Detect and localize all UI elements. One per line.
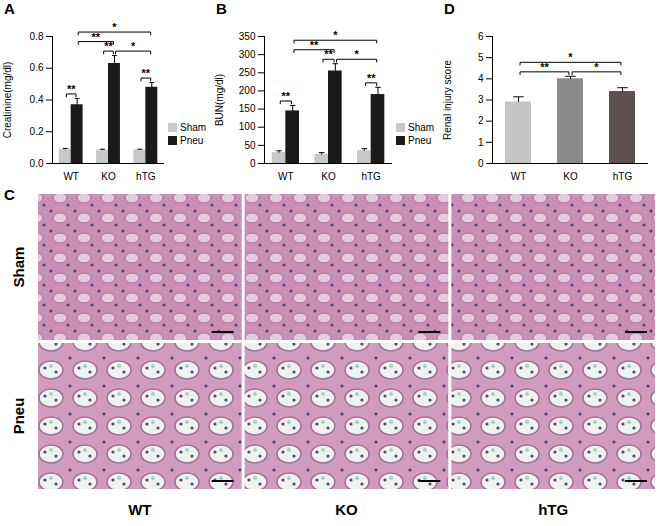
svg-text:**: ** — [104, 40, 113, 52]
svg-text:0.8: 0.8 — [30, 31, 44, 42]
html-text:Pneu: Pneu — [180, 135, 204, 146]
svg-text:Renal injury score: Renal injury score — [442, 60, 453, 140]
svg-text:250: 250 — [239, 67, 256, 78]
html-text:D: D — [444, 0, 455, 17]
svg-text:**: ** — [310, 39, 319, 51]
svg-text:Creatinine(mg/dl): Creatinine(mg/dl) — [2, 62, 13, 139]
svg-text:Sham: Sham — [10, 247, 27, 288]
svg-text:200: 200 — [239, 85, 256, 96]
svg-text:WT: WT — [278, 171, 294, 182]
svg-text:*: * — [568, 51, 573, 63]
svg-text:hTG: hTG — [613, 171, 633, 182]
svg-text:**: ** — [540, 61, 549, 73]
svg-text:*: * — [594, 61, 599, 73]
svg-text:KO: KO — [335, 501, 358, 518]
svg-text:WT: WT — [511, 171, 527, 182]
svg-text:Pneu: Pneu — [10, 398, 27, 435]
html-text:C: C — [4, 186, 15, 203]
html-text:Pneu: Pneu — [408, 135, 432, 146]
html-text:Sham: Sham — [408, 122, 435, 133]
svg-text:100: 100 — [239, 121, 256, 132]
svg-text:1: 1 — [478, 137, 484, 148]
svg-text:3: 3 — [478, 94, 484, 105]
svg-text:300: 300 — [239, 49, 256, 60]
svg-text:hTG: hTG — [136, 171, 156, 182]
svg-text:WT: WT — [128, 501, 151, 518]
svg-text:0: 0 — [478, 158, 484, 169]
svg-text:4: 4 — [478, 73, 484, 84]
svg-text:KO: KO — [563, 171, 578, 182]
svg-text:*: * — [355, 48, 360, 60]
svg-text:0: 0 — [250, 158, 256, 169]
svg-text:2: 2 — [478, 115, 484, 126]
svg-text:**: ** — [324, 48, 333, 60]
svg-text:**: ** — [367, 72, 376, 84]
svg-text:6: 6 — [478, 31, 484, 42]
svg-text:**: ** — [282, 90, 291, 102]
svg-text:KO: KO — [321, 171, 336, 182]
html-text:Sham: Sham — [180, 122, 207, 133]
svg-text:*: * — [333, 29, 338, 41]
svg-text:0.4: 0.4 — [30, 94, 44, 105]
svg-text:50: 50 — [244, 140, 256, 151]
svg-text:KO: KO — [101, 171, 116, 182]
svg-text:150: 150 — [239, 103, 256, 114]
svg-text:BUN(mg/dl): BUN(mg/dl) — [214, 74, 225, 126]
svg-text:*: * — [112, 21, 117, 33]
html-text:A: A — [4, 0, 15, 17]
svg-text:0.0: 0.0 — [30, 158, 44, 169]
svg-text:WT: WT — [63, 171, 79, 182]
svg-text:**: ** — [67, 83, 76, 95]
svg-text:*: * — [131, 40, 136, 52]
svg-text:0.6: 0.6 — [30, 62, 44, 73]
html-text:B: B — [216, 0, 227, 17]
svg-text:0.2: 0.2 — [30, 126, 44, 137]
svg-text:hTG: hTG — [538, 501, 568, 518]
svg-text:**: ** — [142, 67, 151, 79]
svg-text:350: 350 — [239, 31, 256, 42]
svg-text:hTG: hTG — [361, 171, 381, 182]
svg-text:**: ** — [92, 31, 101, 43]
svg-text:5: 5 — [478, 52, 484, 63]
